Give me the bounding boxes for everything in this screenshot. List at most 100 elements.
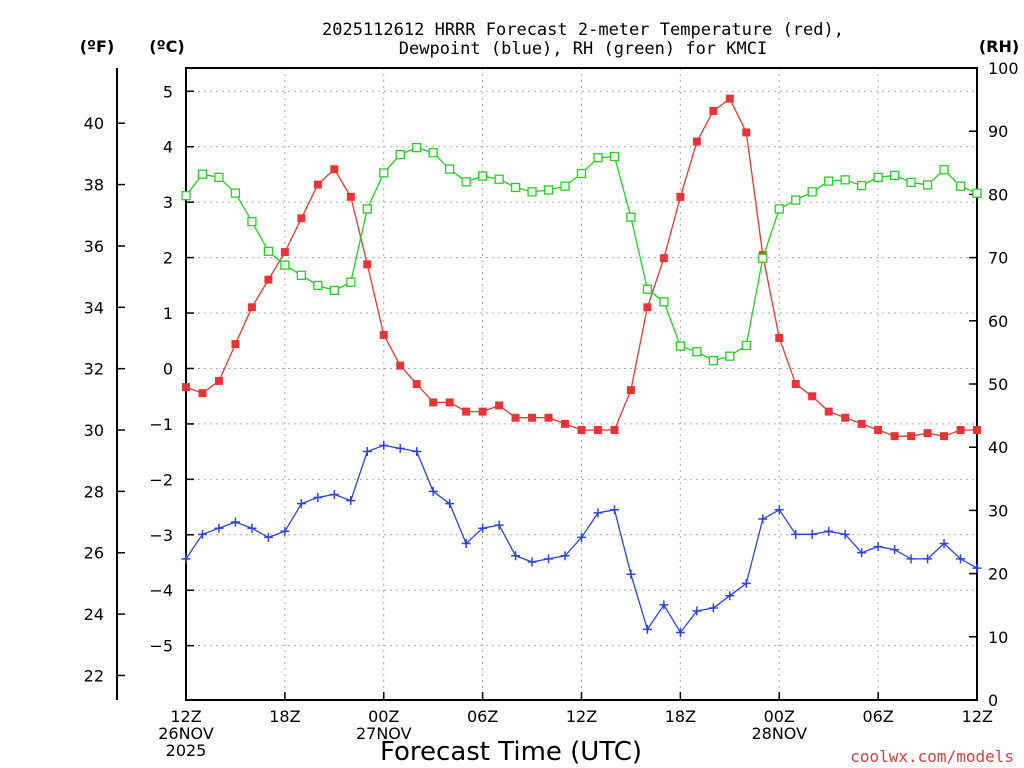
temperature-point-9 — [330, 165, 339, 174]
dewpoint-point-33 — [725, 591, 735, 601]
rh-point-31 — [692, 347, 702, 357]
dewpoint-point-30 — [675, 628, 685, 638]
x-tick-label-6-1: 00Z — [764, 707, 795, 726]
dewpoint-point-47 — [956, 554, 966, 564]
x-tick-label-6-2: 28NOV — [751, 724, 807, 743]
temperature-point-19 — [495, 401, 504, 410]
rh-point-15 — [428, 148, 438, 158]
temperature-point-30 — [676, 192, 685, 201]
rh-point-28 — [642, 284, 653, 294]
rh-point-25 — [593, 153, 603, 163]
x-tick-label-7-1: 06Z — [862, 707, 893, 726]
f-tick-label-1: 24 — [84, 605, 104, 624]
celsius-unit-label: (ºC) — [149, 37, 184, 56]
dewpoint-point-38 — [807, 529, 817, 539]
dewpoint-point-20 — [511, 551, 521, 561]
temperature-point-15 — [429, 398, 438, 407]
c-tick-label-6: 1 — [163, 304, 173, 323]
fahrenheit-axis: 22 24 26 28 30 32 34 36 38 40 — [84, 114, 125, 685]
rh-point-26 — [609, 151, 620, 162]
temperature-point-23 — [561, 419, 570, 428]
temperature-point-12 — [379, 330, 388, 339]
x-tick-label-4-1: 12Z — [566, 707, 597, 726]
plot-frame — [185, 67, 978, 701]
temperature-point-38 — [808, 392, 817, 401]
dewpoint-point-34 — [741, 578, 751, 588]
dewpoint-point-48 — [972, 563, 982, 573]
dewpoint-point-23 — [560, 551, 570, 561]
dewpoint-point-18 — [478, 523, 488, 533]
rh-point-30 — [675, 341, 686, 351]
rh-point-36 — [774, 204, 784, 214]
chart-title-line2: Dewpoint (blue), RH (green) for KMCI — [399, 39, 767, 59]
dewpoint-point-9 — [329, 489, 339, 499]
dewpoint-point-44 — [906, 554, 916, 564]
dewpoint-point-39 — [824, 526, 834, 536]
c-tick-label-2: −3 — [149, 526, 173, 545]
f-tick-label-6: 34 — [84, 298, 104, 317]
rh-tick-label-2: 20 — [988, 565, 1008, 584]
f-tick-label-2: 26 — [84, 544, 104, 563]
rh-point-34 — [741, 340, 751, 351]
x-tick-label-2-1: 00Z — [368, 707, 399, 726]
dewpoint-point-16 — [445, 499, 455, 509]
dewpoint-point-11 — [362, 446, 372, 456]
rh-point-11 — [362, 204, 372, 214]
f-tick-label-8: 38 — [84, 176, 104, 195]
temperature-point-32 — [709, 106, 718, 115]
rh-point-6 — [280, 260, 290, 270]
temperature-point-31 — [692, 137, 701, 146]
c-tick-label-9: 4 — [163, 138, 173, 157]
dewpoint-point-41 — [857, 548, 867, 558]
rh-point-21 — [527, 187, 537, 197]
dewpoint-point-8 — [313, 493, 323, 503]
rh-point-42 — [873, 172, 883, 182]
rh-point-3 — [230, 188, 241, 198]
fahrenheit-unit-label: (ºF) — [80, 37, 115, 56]
temperature-point-44 — [907, 432, 916, 441]
temperature-point-13 — [396, 361, 405, 370]
temperature-point-37 — [791, 380, 800, 388]
dewpoint-point-3 — [230, 517, 240, 527]
f-tick-label-0: 22 — [84, 666, 104, 685]
rh-point-16 — [445, 164, 455, 174]
dewpoint-point-42 — [873, 542, 883, 552]
f-tick-label-4: 30 — [84, 421, 104, 440]
temperature-point-17 — [462, 407, 471, 416]
dewpoint-point-13 — [395, 443, 405, 453]
rh-point-27 — [626, 212, 636, 222]
temperature-point-41 — [857, 419, 866, 428]
f-tick-label-5: 32 — [84, 360, 104, 379]
rh-point-18 — [477, 171, 488, 181]
dewpoint-point-25 — [593, 508, 603, 518]
rh-point-48 — [972, 188, 982, 198]
rh-axis: 0 10 20 30 40 50 60 70 80 90 100 — [969, 59, 1019, 710]
temperature-point-28 — [643, 303, 652, 312]
credit-text: coolwx.com/models — [850, 747, 1014, 766]
rh-point-13 — [395, 149, 405, 160]
x-tick-label-3-1: 06Z — [467, 707, 498, 726]
dewpoint-point-24 — [577, 532, 586, 542]
rh-point-22 — [543, 185, 554, 195]
dewpoint-point-45 — [923, 554, 933, 564]
f-tick-label-3: 28 — [84, 482, 104, 501]
rh-point-37 — [791, 195, 801, 205]
temperature-point-20 — [511, 413, 520, 422]
rh-point-47 — [955, 181, 966, 191]
c-tick-label-7: 2 — [163, 249, 173, 268]
temperature-point-33 — [725, 94, 734, 103]
rh-point-44 — [906, 177, 916, 188]
temperature-point-16 — [445, 398, 454, 407]
dewpoint-point-6 — [280, 526, 290, 536]
dewpoint-point-32 — [708, 603, 718, 613]
temperature-point-34 — [742, 128, 751, 137]
temperature-point-36 — [775, 333, 784, 342]
temperature-point-14 — [412, 380, 421, 388]
dewpoint-point-35 — [758, 514, 768, 524]
rh-point-8 — [313, 280, 323, 291]
c-tick-label-1: −4 — [149, 581, 173, 600]
rh-point-5 — [263, 246, 274, 256]
temperature-point-39 — [824, 407, 833, 416]
rh-tick-label-1: 10 — [988, 628, 1008, 647]
